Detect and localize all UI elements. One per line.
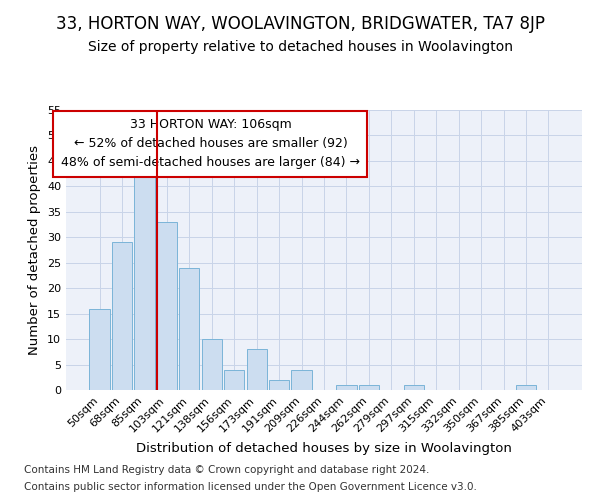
Text: 33 HORTON WAY: 106sqm
← 52% of detached houses are smaller (92)
48% of semi-deta: 33 HORTON WAY: 106sqm ← 52% of detached …: [61, 118, 360, 170]
Text: Size of property relative to detached houses in Woolavington: Size of property relative to detached ho…: [88, 40, 512, 54]
Bar: [337, 385, 356, 390]
Text: 33, HORTON WAY, WOOLAVINGTON, BRIDGWATER, TA7 8JP: 33, HORTON WAY, WOOLAVINGTON, BRIDGWATER…: [56, 15, 545, 33]
Bar: [179, 268, 199, 390]
Bar: [247, 350, 267, 390]
Bar: [404, 385, 424, 390]
Y-axis label: Number of detached properties: Number of detached properties: [28, 145, 41, 355]
Bar: [359, 385, 379, 390]
Bar: [134, 171, 155, 390]
Bar: [202, 339, 222, 390]
Bar: [112, 242, 132, 390]
Bar: [224, 370, 244, 390]
Bar: [292, 370, 311, 390]
Bar: [157, 222, 177, 390]
Bar: [516, 385, 536, 390]
Bar: [269, 380, 289, 390]
Bar: [89, 308, 110, 390]
Text: Contains public sector information licensed under the Open Government Licence v3: Contains public sector information licen…: [24, 482, 477, 492]
Text: Contains HM Land Registry data © Crown copyright and database right 2024.: Contains HM Land Registry data © Crown c…: [24, 465, 430, 475]
X-axis label: Distribution of detached houses by size in Woolavington: Distribution of detached houses by size …: [136, 442, 512, 455]
